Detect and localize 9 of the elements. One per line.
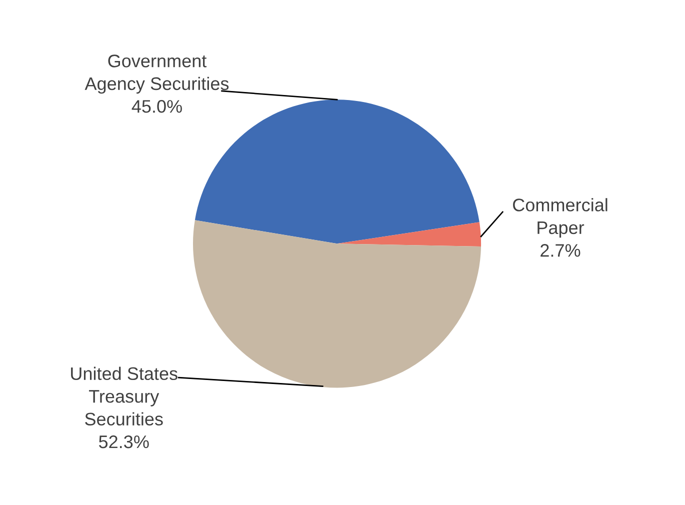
data-label: 2.7% — [540, 244, 580, 257]
pie-slice — [194, 100, 480, 244]
data-label: 45.0% — [132, 100, 182, 113]
pie-slice — [193, 220, 482, 388]
data-label: 52.3% — [98, 435, 149, 448]
slice-label: Commercial Paper — [513, 198, 608, 238]
pie-slice — [337, 222, 482, 246]
slice-label: United States Treasury Securities — [71, 366, 178, 426]
slice-label: Government Agency Securities — [84, 54, 229, 94]
